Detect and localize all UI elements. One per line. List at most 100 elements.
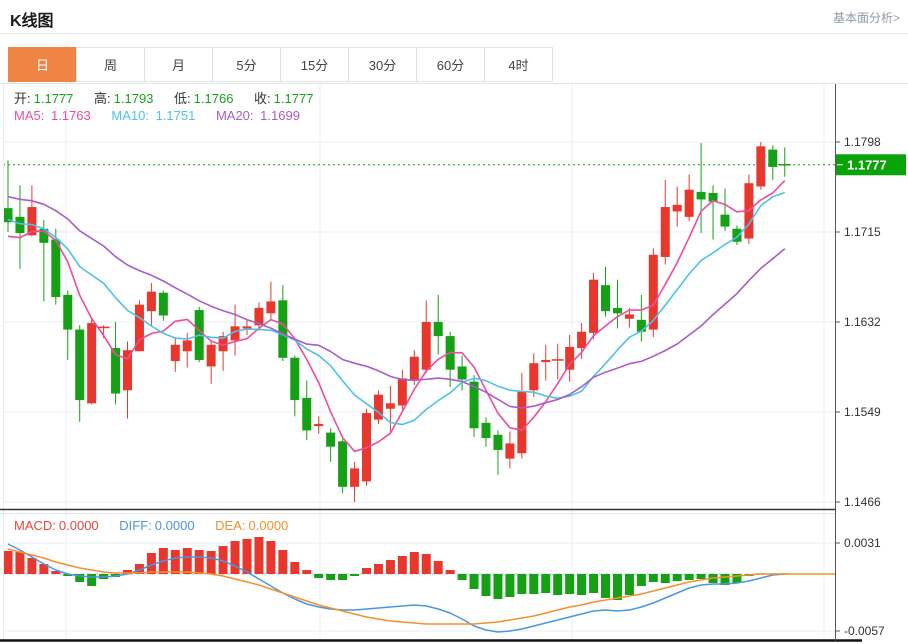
candle-body [326,432,336,447]
candle-body [529,363,539,391]
macd-bar [194,550,204,574]
candle-body [457,366,467,380]
candle-body [660,207,670,257]
candle-body [505,443,515,459]
macd-bar [660,574,670,583]
macd-bar [469,574,479,589]
candle-body [87,323,97,404]
macd-bar [457,574,467,580]
low-label: 低: [174,91,191,106]
candle-body [134,304,144,352]
macd-bar [63,574,73,576]
candle-body [314,423,324,427]
tab-5分[interactable]: 5分 [212,47,281,82]
tab-30分[interactable]: 30分 [348,47,417,82]
dea-label: DEA: [215,518,246,533]
macd-legend: MACD: 0.0000 DIFF: 0.0000 DEA: 0.0000 [14,518,305,533]
price-axis-label: 1.1549 [844,405,881,419]
candle-body [242,326,252,329]
macd-bar [290,562,300,574]
macd-bar [39,564,49,574]
candle-body [63,294,73,330]
macd-bar [636,574,646,586]
candle-body [51,239,61,298]
macd-bar [146,553,156,574]
macd-bar [27,558,37,574]
macd-bar [684,574,694,580]
macd-bar [445,570,455,574]
candle-body [469,381,479,429]
diff-label: DIFF: [119,518,152,533]
candle-body [433,322,443,337]
macd-label: MACD: [14,518,56,533]
candle-body [170,344,180,362]
macd-bar [15,552,25,574]
candle-body [278,300,288,358]
candle-body [27,207,37,236]
candle-body [39,228,49,243]
ma20-line [7,195,786,409]
macd-bar [51,571,61,574]
candle-body [421,322,431,370]
macd-bar [302,570,312,574]
tab-bar: 日周月 5分 15分 30分 60分 4时 [8,47,553,82]
macd-bar [672,574,682,581]
macd-bar [314,574,324,578]
macd-axis-label: 0.0031 [844,536,881,550]
candle-body [577,331,587,349]
open-label: 开: [14,91,31,106]
ma5-line [7,180,786,453]
macd-bar [123,570,132,574]
candle-body [481,422,491,439]
candle-body [541,359,551,363]
ma20-value: 1.1699 [260,108,300,123]
candle-body [123,350,132,391]
ma10-label: MA10: [111,108,149,123]
candle-body [254,307,264,326]
tab-周[interactable]: 周 [76,47,145,82]
ohlc-legend: 开: 1.1777 高: 1.1793 低: 1.1766 收: 1.1777 [14,88,330,107]
tab-60分[interactable]: 60分 [416,47,485,82]
tab-4时[interactable]: 4时 [484,47,553,82]
high-label: 高: [94,91,111,106]
dea-line [7,548,785,625]
macd-bar [182,548,192,574]
macd-bar [206,551,216,574]
macd-bar [397,556,407,574]
macd-bar [75,574,85,582]
candle-body [493,434,503,450]
macd-bar [350,574,360,576]
macd-bar [433,561,443,574]
macd-bar [421,554,431,574]
macd-bar [87,574,97,586]
candle-body [111,348,121,394]
macd-bar [338,574,348,580]
high-value: 1.1793 [113,91,154,106]
close-label: 收: [254,91,271,106]
price-axis-label: 1.1466 [844,495,881,509]
macd-bar [218,546,228,574]
candle-body [565,346,575,370]
tab-月[interactable]: 月 [144,47,213,82]
candle-body [684,189,694,217]
macd-bar [170,550,180,574]
header: K线图 基本面分析> [0,0,908,34]
candle-body [397,378,407,406]
ma10-line [7,191,786,426]
candle-body [3,208,13,223]
close-value: 1.1777 [273,91,314,106]
macd-bar [612,574,622,600]
macd-bar [362,568,371,574]
macd-bar [696,574,706,579]
candle-body [350,468,360,487]
tab-日[interactable]: 日 [8,47,77,82]
fundamental-analysis-link[interactable]: 基本面分析> [832,11,900,25]
macd-bar [242,539,252,574]
tab-15分[interactable]: 15分 [280,47,349,82]
macd-bar [505,574,515,597]
macd-bar [373,564,383,574]
macd-bar [266,541,276,574]
macd-bar [553,574,563,595]
